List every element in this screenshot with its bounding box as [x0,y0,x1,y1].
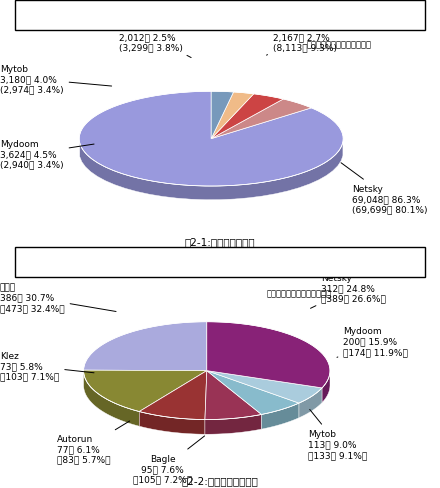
Polygon shape [211,100,312,140]
Text: 図2-2:ウイルス届出件数: 図2-2:ウイルス届出件数 [182,476,258,486]
Polygon shape [211,92,234,140]
Text: Autorun
77件 6.1%
（83件 5.7%）: Autorun 77件 6.1% （83件 5.7%） [57,421,130,464]
Text: Klez
73件 5.8%
（103件 7.1%）: Klez 73件 5.8% （103件 7.1%） [0,351,94,381]
Text: Mytob
113件 9.0%
（133件 9.1%）: Mytob 113件 9.0% （133件 9.1%） [308,409,367,459]
Text: ウイルス届出件数  1,256件（1,460件）前月比－8.0%: ウイルス届出件数 1,256件（1,460件）前月比－8.0% [130,257,310,267]
Text: （注：括弧内は前月の数値）: （注：括弧内は前月の数値） [306,41,371,49]
Text: その他
386件 30.7%
（473件 32.4%）: その他 386件 30.7% （473件 32.4%） [0,283,116,312]
Text: Netsky
69,048個 86.3%
(69,699個 80.1%): Netsky 69,048個 86.3% (69,699個 80.1%) [341,163,428,214]
Polygon shape [207,371,299,415]
Polygon shape [139,371,207,420]
Polygon shape [205,371,261,420]
Polygon shape [207,371,322,403]
Polygon shape [299,388,322,418]
Text: Netsky
312件 24.8%
（389件 26.6%）: Netsky 312件 24.8% （389件 26.6%） [311,273,386,309]
Text: その他
2,167個 2.7%
(8,113個 9.3%): その他 2,167個 2.7% (8,113個 9.3%) [267,22,337,56]
Text: Mydoom
200件 15.9%
（174件 11.9%）: Mydoom 200件 15.9% （174件 11.9%） [337,327,408,358]
Polygon shape [79,92,343,186]
Polygon shape [205,415,261,434]
Polygon shape [211,93,254,140]
Polygon shape [211,95,283,140]
Polygon shape [80,142,343,200]
Text: Mytob
3,180個 4.0%
(2,974個 3.4%): Mytob 3,180個 4.0% (2,974個 3.4%) [0,65,112,95]
Text: Mydoom
3,624個 4.5%
(2,940個 3.4%): Mydoom 3,624個 4.5% (2,940個 3.4%) [0,140,94,169]
Polygon shape [84,371,139,427]
Polygon shape [139,412,205,434]
Polygon shape [207,322,330,388]
FancyBboxPatch shape [15,1,425,31]
Text: Solow
2,012個 2.5%
(3,299個 3.8%): Solow 2,012個 2.5% (3,299個 3.8%) [119,22,191,59]
Polygon shape [84,322,207,371]
Polygon shape [261,403,299,429]
Polygon shape [322,371,330,403]
Text: 図2-1:ウイルス検出数: 図2-1:ウイルス検出数 [185,236,255,246]
FancyBboxPatch shape [15,248,425,277]
Polygon shape [84,370,207,412]
Text: Bagle
95件 7.6%
（105件 7.2%）: Bagle 95件 7.6% （105件 7.2%） [133,436,205,483]
Text: ウイルス検出数  約8万個（約8.7万個）  前月比－14.0%: ウイルス検出数 約8万個（約8.7万個） 前月比－14.0% [132,11,308,21]
Text: （注：括弧内は前月の数値）: （注：括弧内は前月の数値） [267,288,332,297]
